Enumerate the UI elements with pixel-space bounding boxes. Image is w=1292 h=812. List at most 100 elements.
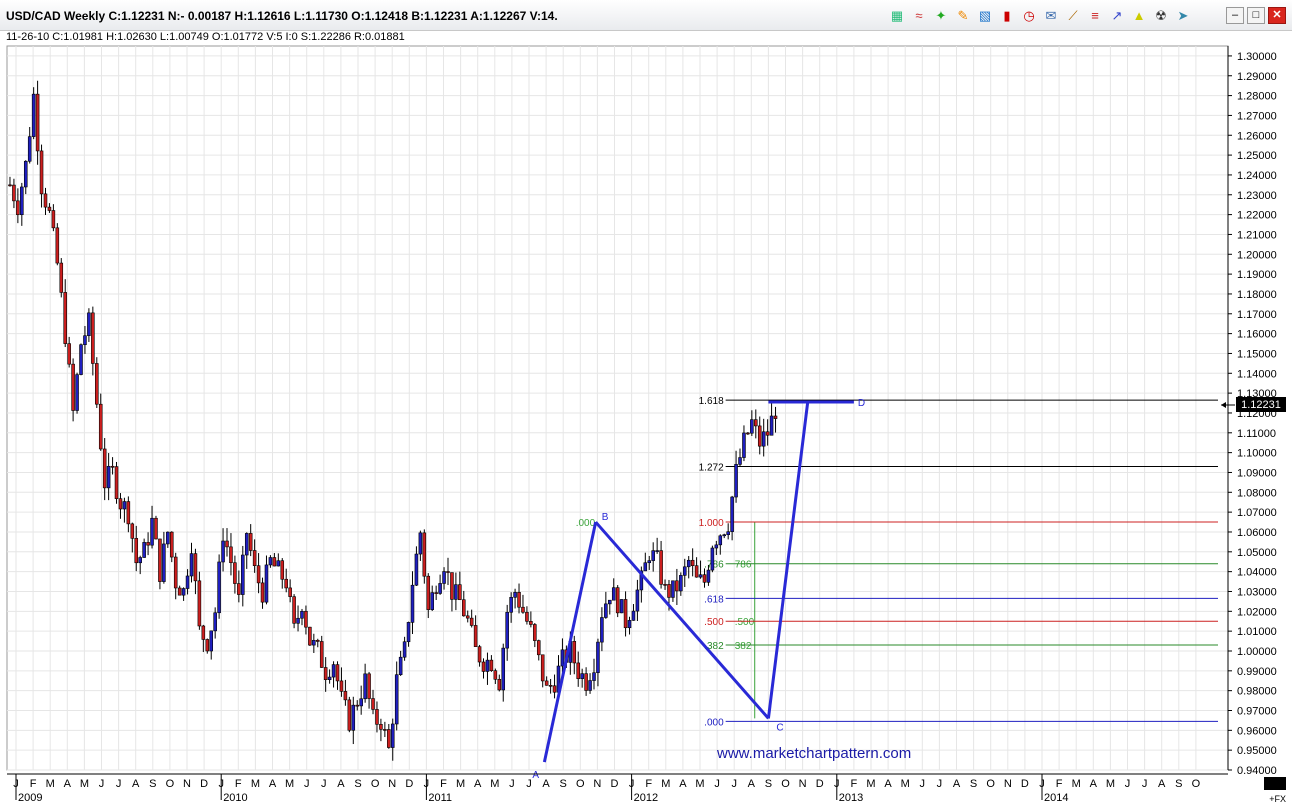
pencil-icon[interactable]: ✎ [957, 8, 969, 23]
candle-down [489, 659, 494, 671]
x-month-label: F [440, 778, 447, 790]
x-month-label: M [1106, 778, 1115, 790]
candle-up [631, 610, 636, 621]
x-month-label: S [354, 778, 361, 790]
candle-down [663, 584, 667, 586]
x-year-label: 2012 [634, 792, 658, 804]
candle-up [162, 543, 166, 582]
candle-up [20, 186, 24, 216]
layers-icon[interactable]: ▦ [890, 8, 904, 23]
x-month-label: A [748, 778, 756, 790]
y-tick-label: 1.05000 [1237, 547, 1277, 559]
candle-down [126, 501, 131, 525]
candle-down [458, 584, 462, 601]
pattern-point-label: C [776, 722, 783, 733]
candle-up [505, 611, 509, 649]
candle-up [710, 547, 715, 571]
candle-up [181, 588, 186, 596]
fx-label: +FX [1269, 794, 1286, 804]
candle-up [635, 589, 640, 612]
x-month-label: D [405, 778, 413, 790]
candle-down [205, 639, 210, 652]
fib-level-label: .382 [704, 641, 724, 652]
x-month-label: J [1125, 778, 1131, 790]
candle-down [12, 184, 16, 202]
pattern-point-label: A [532, 770, 539, 781]
candle-down [284, 578, 288, 589]
candle-up [402, 641, 407, 658]
candle-down [355, 704, 360, 707]
x-month-label: D [200, 778, 208, 790]
candle-up [438, 583, 442, 594]
candle-down [544, 680, 549, 686]
toolbar: ▦ ≈ ✦ ✎ ▧ ▮ ◷ ✉ ⟋ ≡ ↗ ▲ ☢ ➤ [888, 7, 1192, 25]
x-axis: JFMAMJJASONDJFMAMJJASONDJFMAMJJASONDJFMA… [7, 773, 1228, 804]
pin-icon[interactable]: ➤ [1177, 8, 1189, 23]
restore-button[interactable]: □ [1247, 7, 1265, 24]
candle-down [43, 193, 48, 208]
candle-up [264, 564, 269, 603]
candle-up [244, 533, 249, 556]
candle-down [272, 557, 277, 567]
candle-down [134, 538, 139, 564]
candle-down [659, 550, 663, 585]
y-tick-label: 1.03000 [1237, 586, 1277, 598]
candle-up [679, 575, 683, 592]
candle-down [98, 403, 103, 450]
x-month-label: M [661, 778, 670, 790]
trash-icon[interactable]: ☢ [1155, 8, 1167, 23]
x-month-label: A [269, 778, 277, 790]
candle-down [521, 606, 525, 613]
trend-icon[interactable]: ↗ [1111, 8, 1123, 23]
y-tick-label: 0.96000 [1237, 725, 1277, 737]
corner-toggle-button[interactable] [1264, 777, 1286, 790]
x-month-label: J [99, 778, 105, 790]
candle-up [604, 603, 608, 618]
candle-icon[interactable]: ▮ [1003, 8, 1011, 23]
candle-up [312, 639, 316, 646]
tree-icon[interactable]: ✦ [935, 8, 947, 23]
y-tick-label: 1.21000 [1237, 229, 1277, 241]
mail-icon[interactable]: ✉ [1045, 8, 1057, 23]
y-tick-label: 1.29000 [1237, 71, 1277, 83]
candle-down [146, 542, 150, 546]
minimize-button[interactable]: – [1226, 7, 1244, 24]
candle-up [106, 465, 111, 489]
x-month-label: F [30, 778, 37, 790]
waves-icon[interactable]: ≈ [915, 8, 923, 23]
candle-down [465, 615, 470, 619]
line-draw-icon[interactable]: ⟋ [1068, 8, 1078, 23]
candle-up [209, 630, 213, 652]
pattern-leg [542, 521, 598, 763]
candle-up [619, 599, 624, 614]
candle-down [576, 662, 580, 679]
candle-up [718, 535, 723, 546]
candle-up [714, 544, 719, 549]
x-month-label: O [166, 778, 175, 790]
candle-down [765, 431, 770, 436]
candle-down [197, 580, 202, 627]
candle-up [651, 550, 655, 561]
x-month-label: M [695, 778, 704, 790]
candle-down [379, 724, 383, 730]
candle-up [406, 622, 411, 643]
x-year-label: 2014 [1044, 792, 1068, 804]
x-month-label: J [731, 778, 737, 790]
candle-down [450, 572, 454, 600]
candle-up [608, 599, 612, 605]
triangle-icon[interactable]: ▲ [1132, 8, 1146, 23]
bar-chart-icon[interactable]: ▧ [978, 8, 992, 23]
candle-up [75, 374, 79, 411]
candle-down [114, 466, 119, 499]
clock-icon[interactable]: ◷ [1023, 8, 1035, 23]
y-tick-label: 1.22000 [1237, 210, 1277, 222]
y-tick-label: 1.17000 [1237, 309, 1277, 321]
x-month-label: M [1072, 778, 1081, 790]
retrace-label: 382 [735, 641, 752, 652]
fib-icon[interactable]: ≡ [1091, 8, 1099, 23]
close-button[interactable]: ✕ [1268, 7, 1286, 24]
x-month-label: D [816, 778, 824, 790]
candle-up [580, 673, 584, 679]
y-tick-label: 1.08000 [1237, 487, 1277, 499]
